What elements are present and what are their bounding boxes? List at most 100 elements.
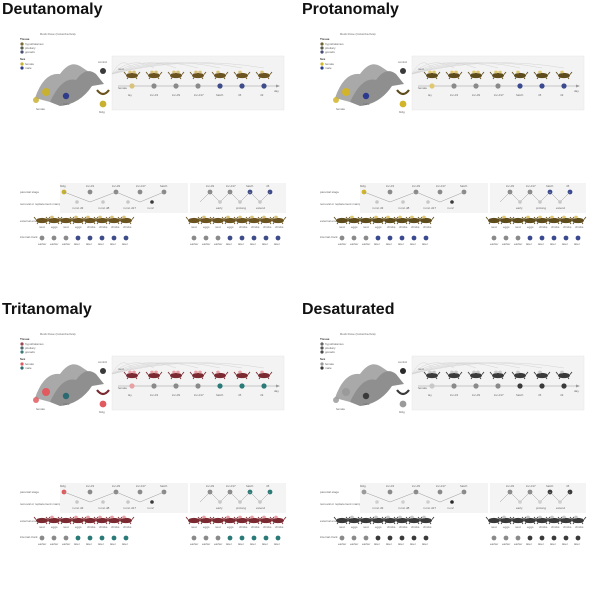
egg-icon	[110, 215, 114, 219]
clock-dot	[251, 535, 257, 541]
env-label: eggs	[503, 525, 510, 529]
nest-twig-icon	[221, 216, 239, 225]
timeline-dot	[239, 83, 245, 89]
manip-dot	[558, 500, 562, 504]
nest-twig-icon	[105, 216, 123, 225]
stage-label: inc.d9	[412, 184, 420, 188]
egg-icon	[250, 215, 254, 219]
stage-label: inc.d17	[436, 184, 446, 188]
legend-tissue-swatch	[20, 342, 24, 346]
stage-label: inc.d3	[86, 184, 94, 188]
egg-icon	[260, 70, 264, 74]
egg-icon	[538, 215, 542, 219]
egg-icon	[274, 215, 278, 219]
connector-line	[411, 62, 433, 75]
clock-dot	[39, 235, 45, 241]
egg-icon	[238, 215, 242, 219]
removal-label: removal or replacement manipulation	[20, 202, 70, 206]
legend-sex-swatch	[320, 66, 324, 70]
egg-icon	[274, 515, 278, 519]
clock-dot	[191, 535, 197, 541]
female-gonad-dot	[42, 388, 50, 396]
clock-dot	[351, 535, 357, 541]
clock-label: later	[374, 542, 380, 546]
nest-twig-icon	[221, 516, 239, 525]
legend-tissue-title: Tissue	[20, 37, 30, 41]
timeline-dot	[129, 83, 135, 89]
egg-icon	[98, 215, 102, 219]
removal-label: removal or replacement manipulation	[320, 502, 370, 506]
stage-label: inc.d17	[526, 484, 536, 488]
clock-dot	[411, 535, 417, 541]
env-label: nest	[515, 225, 521, 229]
env-label: chicks	[111, 525, 120, 529]
egg-icon	[450, 370, 454, 374]
nest-twig-icon	[369, 516, 387, 525]
timeline-label: n9	[260, 93, 264, 97]
stage-dot	[87, 189, 93, 195]
nest-twig-icon	[423, 71, 441, 80]
egg-icon	[410, 515, 414, 519]
bldg-dot	[99, 400, 107, 408]
timeline-arrow-icon	[576, 84, 580, 88]
egg-icon	[454, 370, 458, 374]
env-label: nest	[191, 225, 197, 229]
connector-line	[411, 362, 521, 375]
connector-line	[111, 62, 155, 75]
stage-panel	[60, 483, 188, 513]
connector-line	[411, 62, 499, 75]
bldg-label: bldg	[99, 110, 105, 114]
clock-dot	[363, 235, 369, 241]
connector-line	[111, 62, 221, 75]
egg-icon	[574, 515, 578, 519]
manip-dot	[75, 200, 79, 204]
timeline-dot	[173, 83, 179, 89]
connector-line	[411, 362, 477, 375]
nest-row-label: nest	[418, 67, 424, 71]
connector-line	[111, 362, 243, 375]
control-label: control	[398, 360, 407, 364]
clock-label: earlier	[338, 542, 346, 546]
connector-line	[411, 62, 565, 75]
stage-panel	[360, 483, 488, 513]
clock-label: earlier	[514, 542, 522, 546]
clock-label: later	[526, 242, 532, 246]
manip-label: m.n2	[147, 206, 154, 210]
female-marker	[333, 97, 339, 103]
control-label: control	[98, 60, 107, 64]
timeline-dot	[517, 83, 523, 89]
env-label: nest	[215, 525, 221, 529]
clock-dot	[111, 535, 117, 541]
egg-icon	[516, 70, 520, 74]
env-label: chicks	[275, 525, 284, 529]
connector-line	[411, 62, 455, 75]
clock-dot	[423, 235, 429, 241]
nest-twig-icon	[405, 516, 423, 525]
legend-tissue-swatch	[320, 342, 324, 346]
nest-twig-icon	[557, 216, 575, 225]
legend-sex-title: Sex	[320, 357, 326, 361]
clock-dot	[491, 235, 497, 241]
timeline-dot	[539, 383, 545, 389]
egg-icon	[472, 370, 476, 374]
stage-label: inc.d17	[526, 184, 536, 188]
nest-twig-icon	[497, 216, 515, 225]
legend-tissue-swatch	[320, 42, 324, 46]
nest-twig-icon	[485, 516, 503, 525]
egg-icon	[216, 370, 220, 374]
nest-twig-icon	[393, 516, 411, 525]
clock-dot	[123, 535, 129, 541]
nest-twig-icon	[569, 516, 587, 525]
manip-label: prolong	[236, 506, 246, 510]
clock-dot	[503, 535, 509, 541]
env-label: nest	[39, 525, 45, 529]
stage-label: bldg	[60, 484, 66, 488]
clock-dot	[399, 535, 405, 541]
clock-dot	[563, 535, 569, 541]
clock-dot	[399, 235, 405, 241]
clock-dot	[515, 535, 521, 541]
female-gonad-dot	[342, 88, 350, 96]
stage-label: inc.d9	[206, 484, 214, 488]
legend-tissue-swatch	[320, 350, 324, 354]
nest-twig-icon	[381, 516, 399, 525]
